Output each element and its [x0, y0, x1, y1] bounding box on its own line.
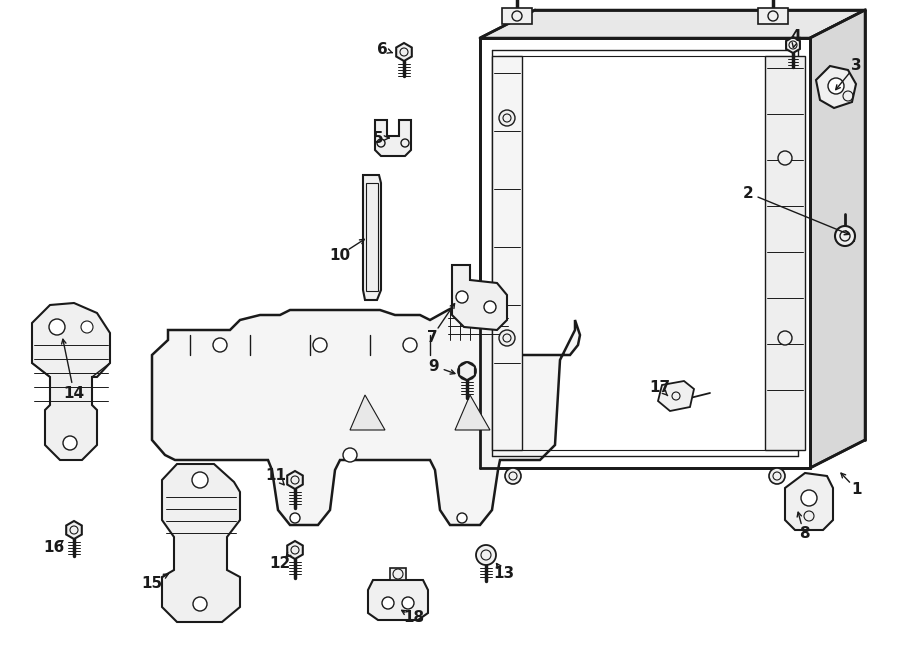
Circle shape [81, 321, 93, 333]
Polygon shape [287, 541, 302, 559]
Circle shape [456, 291, 468, 303]
Polygon shape [390, 568, 406, 580]
Polygon shape [368, 580, 428, 620]
Circle shape [499, 330, 515, 346]
Text: 15: 15 [141, 575, 163, 591]
Polygon shape [502, 8, 532, 24]
Circle shape [484, 301, 496, 313]
Circle shape [343, 448, 357, 462]
Text: 11: 11 [266, 469, 286, 483]
Circle shape [192, 472, 208, 488]
Polygon shape [786, 37, 800, 53]
Polygon shape [452, 265, 507, 330]
Circle shape [778, 151, 792, 165]
Text: 3: 3 [850, 58, 861, 73]
Circle shape [402, 597, 414, 609]
Text: 17: 17 [650, 381, 670, 395]
Bar [765, 56, 805, 450]
Polygon shape [455, 395, 490, 430]
Circle shape [476, 545, 496, 565]
Text: 6: 6 [376, 42, 387, 56]
Circle shape [499, 110, 515, 126]
Circle shape [828, 78, 844, 94]
Polygon shape [162, 464, 240, 622]
Polygon shape [396, 43, 412, 61]
Text: 7: 7 [427, 330, 437, 344]
Circle shape [382, 597, 394, 609]
Circle shape [193, 597, 207, 611]
Polygon shape [67, 521, 82, 539]
Circle shape [290, 513, 300, 523]
Circle shape [505, 468, 521, 484]
Text: 18: 18 [403, 610, 425, 626]
Circle shape [403, 338, 417, 352]
Text: 13: 13 [493, 567, 515, 581]
Circle shape [213, 338, 227, 352]
Polygon shape [459, 362, 475, 380]
Text: 14: 14 [63, 385, 85, 401]
Polygon shape [287, 471, 302, 489]
Polygon shape [816, 66, 856, 108]
Circle shape [801, 490, 817, 506]
Circle shape [313, 338, 327, 352]
Text: 12: 12 [269, 555, 291, 571]
Text: 5: 5 [373, 130, 383, 146]
Polygon shape [785, 473, 833, 530]
Polygon shape [363, 175, 381, 300]
Text: 1: 1 [851, 483, 862, 498]
Polygon shape [350, 395, 385, 430]
Circle shape [769, 468, 785, 484]
Text: 9: 9 [428, 359, 439, 373]
Text: 16: 16 [43, 540, 65, 555]
Polygon shape [375, 120, 411, 156]
Bar [366, 183, 378, 291]
Circle shape [778, 331, 792, 345]
Polygon shape [658, 381, 694, 411]
Polygon shape [480, 10, 865, 38]
Polygon shape [758, 8, 788, 24]
Text: 10: 10 [329, 248, 351, 263]
Polygon shape [810, 10, 865, 468]
Circle shape [457, 513, 467, 523]
Bar [492, 56, 522, 450]
Circle shape [458, 362, 476, 380]
Circle shape [49, 319, 65, 335]
Polygon shape [152, 305, 580, 525]
Text: 2: 2 [742, 185, 753, 201]
Polygon shape [480, 38, 810, 468]
Circle shape [63, 436, 77, 450]
Text: 8: 8 [798, 526, 809, 542]
Polygon shape [32, 303, 110, 460]
Text: 4: 4 [791, 28, 801, 44]
Circle shape [835, 226, 855, 246]
